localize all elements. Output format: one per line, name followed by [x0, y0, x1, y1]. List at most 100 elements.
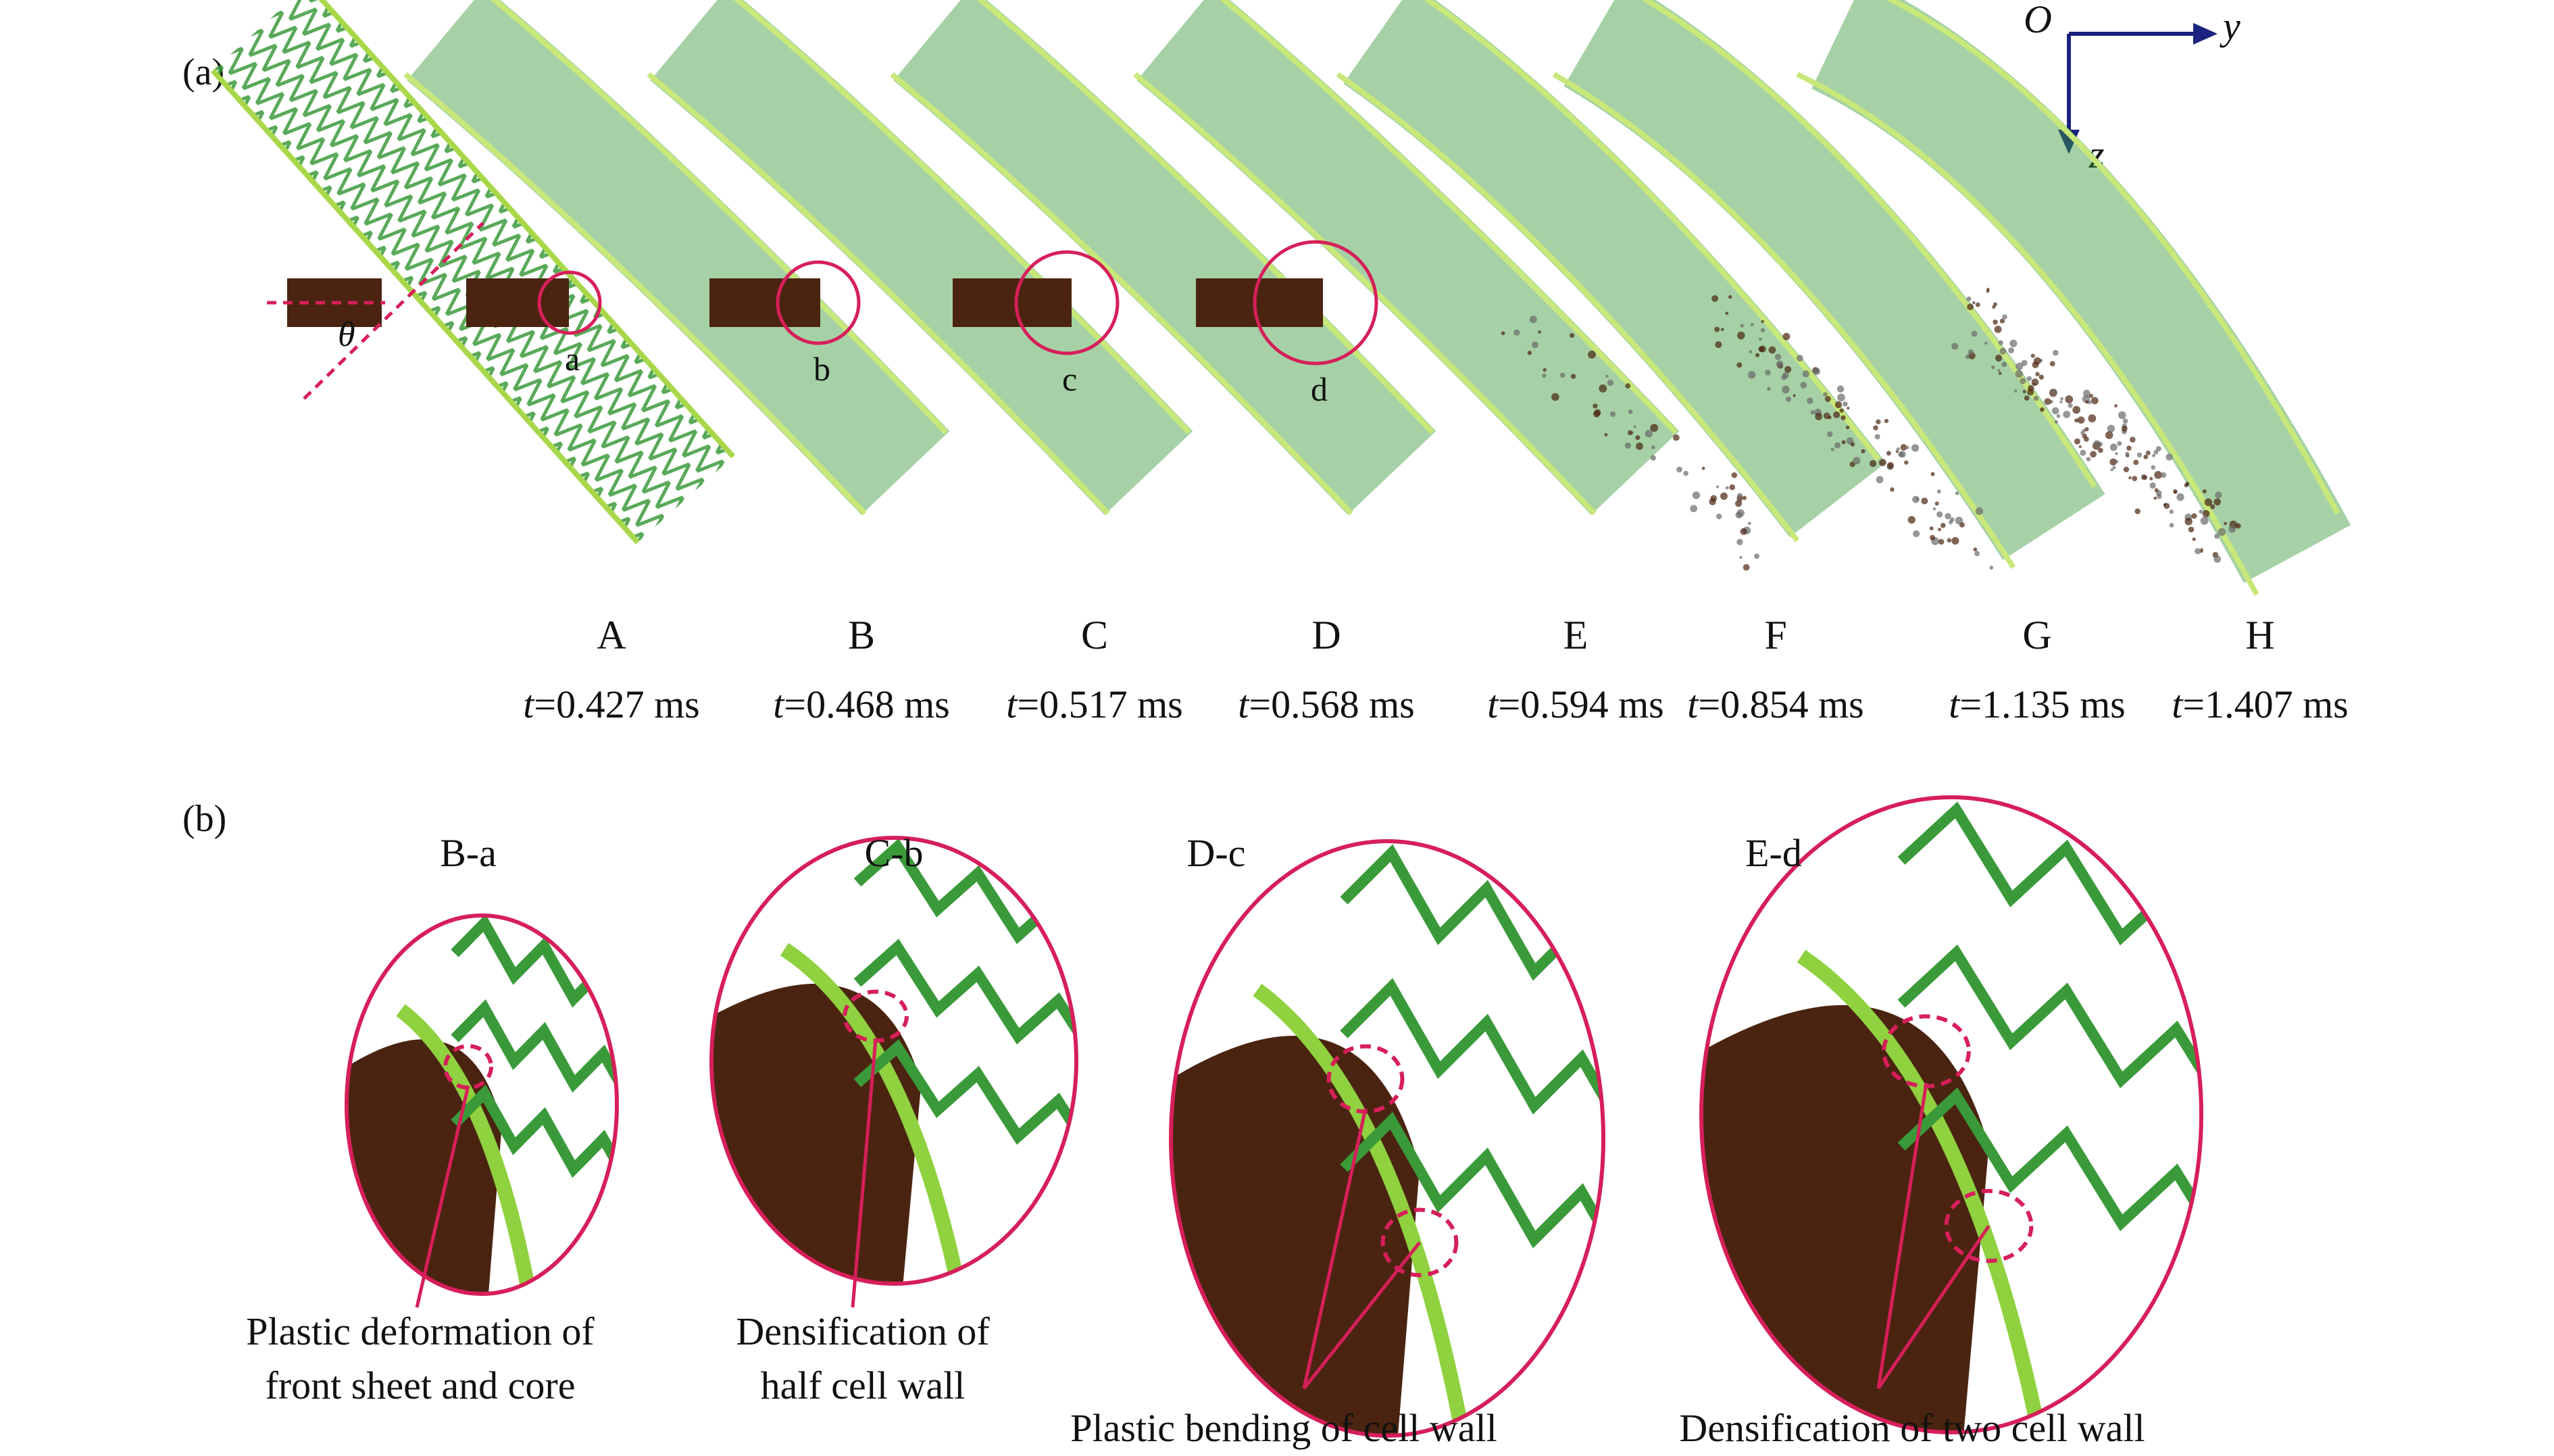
- frame-time: t=0.854 ms: [1687, 682, 1864, 726]
- zoom-title: D-c: [1187, 831, 1246, 875]
- cell-wall: [1897, 944, 2201, 1127]
- zoom-title: E-d: [1745, 831, 1802, 875]
- zoom-title: B-a: [440, 831, 497, 875]
- marker-label: d: [1311, 370, 1328, 408]
- frame-time: t=0.468 ms: [773, 682, 950, 726]
- cell-wall: [451, 915, 617, 1031]
- debris-cloud: [1951, 287, 2241, 563]
- marker-label: c: [1062, 360, 1077, 398]
- cell-wall: [1340, 1111, 1603, 1284]
- zoom-views: B-a Plastic deformation of front sheet and…: [246, 795, 2203, 1450]
- frame-labels: At=0.427 ms Bt=0.468 ms Ct=0.517 ms Dt=0.56…: [523, 613, 2349, 726]
- frame-time: t=0.568 ms: [1238, 682, 1415, 726]
- pointer-line: [415, 1085, 470, 1308]
- frame-time: t=0.594 ms: [1487, 682, 1664, 726]
- highlight-circle: [1014, 250, 1120, 355]
- front-face-sheet: [976, 0, 1434, 434]
- panel-b-label: (b): [182, 798, 226, 840]
- face-sheet: [396, 1004, 536, 1294]
- face-sheet: [1253, 984, 1470, 1436]
- frame-time: t=0.427 ms: [523, 682, 700, 726]
- zoom-caption: front sheet and core: [266, 1363, 576, 1407]
- axis-origin-label: O: [2024, 0, 2052, 41]
- front-face-sheet: [1641, 0, 2097, 488]
- zoom-caption: Densification of two cell wall: [1679, 1406, 2145, 1450]
- projectile: [1196, 278, 1323, 327]
- back-face-sheet: [1336, 72, 1800, 543]
- angle-theta-label: θ: [338, 316, 355, 354]
- frame-c-illustration: b: [647, 0, 1193, 516]
- zoom-caption: Plastic deformation of: [246, 1309, 595, 1353]
- detail-highlight: [443, 1044, 493, 1090]
- zoom-caption: Densification of: [736, 1309, 990, 1353]
- frame-letter: G: [2022, 613, 2051, 657]
- frame-letter: B: [848, 613, 875, 657]
- frames-group: a b c d: [403, 0, 2351, 596]
- sandwich-panel: [1811, 0, 2351, 583]
- back-face-sheet: [403, 72, 867, 516]
- frame-letter: F: [1764, 613, 1786, 657]
- frame-e-illustration: d: [1133, 0, 1680, 516]
- face-sheet: [1797, 949, 2047, 1432]
- zoom-title: C-b: [865, 831, 924, 875]
- back-face-sheet: [890, 72, 1353, 516]
- projectile-mass: [347, 1039, 502, 1294]
- projectile: [466, 278, 569, 327]
- zoom-caption: Plastic bending of cell wall: [1070, 1406, 1497, 1450]
- marker-label: a: [565, 340, 580, 378]
- axis-y-label: y: [2220, 4, 2240, 48]
- cell-wall: [853, 938, 1076, 1072]
- projectile-mass: [711, 984, 922, 1284]
- projectile-mass: [1701, 1005, 1989, 1432]
- cell-wall: [1340, 844, 1603, 1017]
- cell-wall: [853, 838, 1076, 971]
- front-face-sheet: [1886, 0, 2340, 515]
- cell-wall: [451, 999, 617, 1116]
- sandwich-panel: [650, 0, 1193, 515]
- frame-time: t=0.517 ms: [1006, 682, 1183, 726]
- pointer-line: [1876, 1225, 1990, 1390]
- frame-letter: C: [1081, 613, 1108, 657]
- zoom-view-e-d: E-d Densification of two cell wall: [1679, 795, 2203, 1450]
- sandwich-panel: [1136, 0, 1680, 515]
- projectile: [953, 278, 1072, 327]
- cell-wall: [853, 1039, 1076, 1172]
- zoom-ring: [345, 913, 619, 1296]
- projectile: [709, 278, 820, 327]
- frame-letter: E: [1563, 613, 1588, 657]
- zoom-view-b-a: B-a Plastic deformation of front sheet and…: [246, 831, 619, 1407]
- sandwich-panel: [407, 0, 950, 515]
- frame-time: t=1.407 ms: [2172, 682, 2349, 726]
- zoom-caption: half cell wall: [761, 1363, 966, 1407]
- back-face-sheet: [1133, 72, 1597, 516]
- back-face-sheet: [647, 72, 1110, 516]
- frame-a-illustration: θ: [210, 0, 736, 545]
- projectile-mass: [1171, 1036, 1420, 1436]
- cell-wall: [1340, 978, 1603, 1151]
- zoom-ring: [1699, 795, 2203, 1434]
- sandwich-panel: [893, 0, 1436, 515]
- pointer-line: [851, 1038, 878, 1308]
- highlight-circle: [776, 260, 861, 345]
- frame-d-illustration: c: [890, 0, 1436, 516]
- marker-label: b: [813, 350, 830, 388]
- pointer-line: [1876, 1082, 1928, 1389]
- back-face-sheet: [1796, 72, 2259, 596]
- frame-g-illustration: [1552, 0, 2105, 570]
- debris-cloud: [1501, 316, 1760, 571]
- zoom-view-c-b: C-b Densification of half cell wall: [709, 831, 1078, 1407]
- sandwich-panel: [1563, 0, 2105, 560]
- front-face-sheet: [733, 0, 1191, 434]
- frame-letter: A: [597, 613, 626, 657]
- cell-wall: [1897, 801, 2201, 984]
- frame-letter: H: [2245, 613, 2274, 657]
- pointer-line: [1302, 1108, 1368, 1389]
- cell-wall: [451, 1084, 617, 1201]
- front-face-sheet: [490, 0, 948, 434]
- back-face-sheet: [1552, 72, 2016, 570]
- zoom-ring: [709, 836, 1078, 1286]
- zoom-ring: [1169, 839, 1605, 1438]
- cell-wall: [1897, 1087, 2201, 1270]
- pointer-line: [1303, 1241, 1421, 1390]
